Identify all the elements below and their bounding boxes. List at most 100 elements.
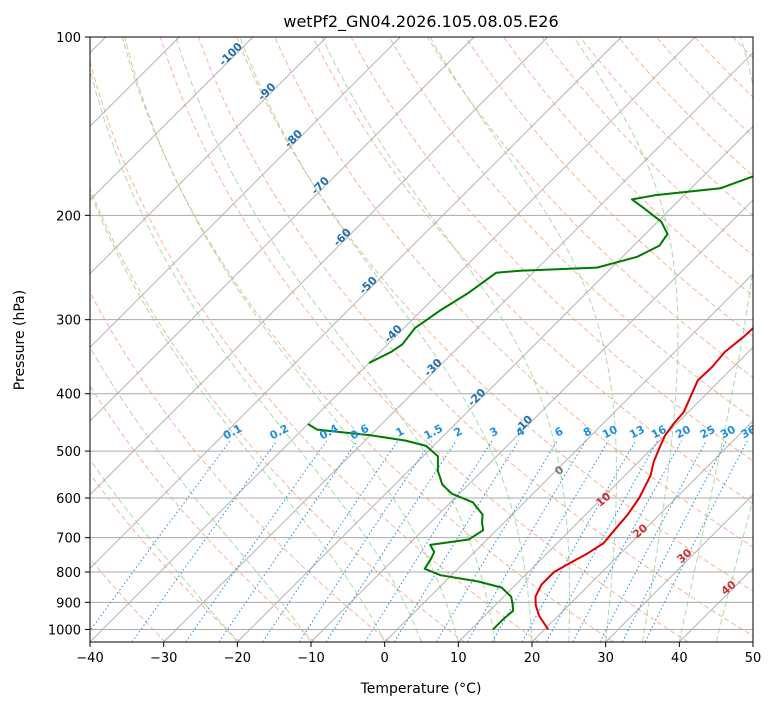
mixing-ratio-line [262, 440, 399, 642]
isotherm-line [163, 52, 753, 642]
x-tick-label: 50 [745, 651, 762, 666]
y-tick-label: 300 [56, 314, 81, 329]
mixing-ratio-label: 6 [553, 424, 566, 439]
mixing-ratio-label: 30 [718, 423, 738, 442]
isotherm-label: -30 [421, 356, 444, 379]
mixing-ratio-label: 1.5 [422, 422, 445, 443]
mixing-ratio-label: 20 [673, 423, 693, 442]
mixing-ratio-label: 36 [739, 423, 759, 442]
moist-adiabat [321, 37, 571, 642]
isotherm-line [679, 567, 753, 642]
y-tick-label: 400 [56, 388, 81, 403]
dry-adiabat-label: 10 [593, 489, 613, 509]
mixing-ratio-label: 2 [452, 425, 465, 440]
dry-adiabat [90, 59, 540, 642]
mixing-ratio-line [364, 440, 493, 642]
mixing-ratio-label: 0.2 [268, 422, 291, 443]
dry-adiabat [90, 557, 166, 642]
dry-adiabat [198, 37, 753, 637]
isotherm-line [384, 273, 753, 642]
dry-adiabat [236, 37, 753, 592]
mixing-ratio-label: 25 [698, 423, 718, 442]
moist-adiabat [90, 67, 422, 642]
mixing-ratio-line [521, 440, 637, 642]
moist-adiabat [429, 37, 617, 642]
sounding-lines [307, 175, 753, 631]
mixing-ratio-label: 0.6 [348, 422, 372, 443]
mixing-ratio-label: 13 [627, 423, 647, 442]
dry-adiabat [121, 37, 614, 642]
mixing-ratio-line [572, 440, 683, 642]
x-tick-label: −30 [150, 651, 177, 666]
dry-adiabat [426, 37, 753, 379]
x-axis: −40 −30 −20 −10 0 10 20 30 40 50 [76, 642, 761, 666]
dry-adiabat [388, 37, 753, 420]
moist-adiabat [90, 458, 238, 642]
dry-adiabat [771, 37, 775, 642]
isotherm-label: -50 [357, 273, 380, 296]
isotherm-line [90, 37, 548, 496]
mixing-ratio-line [90, 440, 231, 632]
dry-adiabat [656, 37, 753, 138]
y-axis-title: Pressure (hPa) [12, 290, 28, 390]
isotherm-line [605, 494, 753, 642]
moist-adiabat [715, 498, 753, 642]
mixing-ratio-line [131, 440, 278, 642]
mixing-ratio-line [644, 440, 748, 642]
dry-adiabat [90, 186, 465, 642]
mixing-ratio-line [325, 440, 457, 642]
isotherm-label: -100 [216, 40, 245, 69]
mixing-ratio-label: 10 [600, 423, 620, 442]
mixing-ratio-line [298, 440, 432, 642]
isotherm-line [531, 420, 753, 642]
mixing-ratio-line [491, 440, 609, 642]
mixing-ratio-label: 3 [488, 425, 501, 440]
mixing-ratio-line [467, 440, 587, 642]
y-tick-label: 1000 [48, 623, 81, 638]
isotherm-label: -80 [282, 127, 305, 150]
y-tick-label: 100 [56, 31, 81, 46]
isotherm-line [237, 125, 753, 642]
moist-adiabat [124, 37, 459, 642]
moist-adiabat [678, 37, 753, 642]
y-tick-label: 800 [56, 566, 81, 581]
mixing-ratio-line [545, 440, 659, 642]
dry-adiabat [159, 37, 689, 642]
x-tick-label: 30 [597, 651, 614, 666]
x-tick-label: 10 [450, 651, 467, 666]
y-tick-label: 200 [56, 209, 81, 224]
mixing-ratio-line [599, 440, 707, 642]
mixing-ratio-label: 0.1 [221, 422, 244, 443]
plot-frame [89, 36, 754, 643]
isotherm-line [90, 37, 254, 201]
temperature-line [534, 326, 753, 630]
y-tick-label: 700 [56, 532, 81, 547]
mixing-ratio-line [393, 440, 520, 642]
moist-adiabat [90, 190, 386, 642]
dry-adiabat [274, 37, 753, 548]
dry-adiabat [503, 37, 753, 297]
isotherm-line [458, 346, 753, 642]
dry-adiabat [465, 37, 753, 338]
x-tick-label: 0 [381, 651, 389, 666]
dry-adiabat [90, 291, 390, 642]
x-tick-label: −20 [224, 651, 251, 666]
dry-adiabat [694, 37, 753, 98]
dry-adiabat [90, 384, 316, 642]
moist-adiabat [239, 37, 533, 642]
x-tick-label: −40 [76, 651, 103, 666]
mixing-ratio-line [435, 440, 558, 642]
mixing-ratio-label: 0.4 [317, 422, 341, 443]
dewpoint-line [307, 423, 515, 631]
isotherm-line [752, 641, 753, 642]
x-tick-label: 40 [671, 651, 688, 666]
mixing-ratio-label: 8 [581, 425, 594, 440]
y-axis: 100 200 300 400 500 600 700 800 900 1000 [48, 31, 90, 638]
isotherm-line [90, 37, 401, 348]
isotherm-line [90, 37, 622, 569]
y-tick-label: 900 [56, 596, 81, 611]
mixing-ratio-label: 16 [649, 423, 669, 442]
chart-title: wetPf2_GN04.2026.105.08.05.E26 [283, 12, 558, 32]
mixing-ratio-line [185, 440, 328, 642]
